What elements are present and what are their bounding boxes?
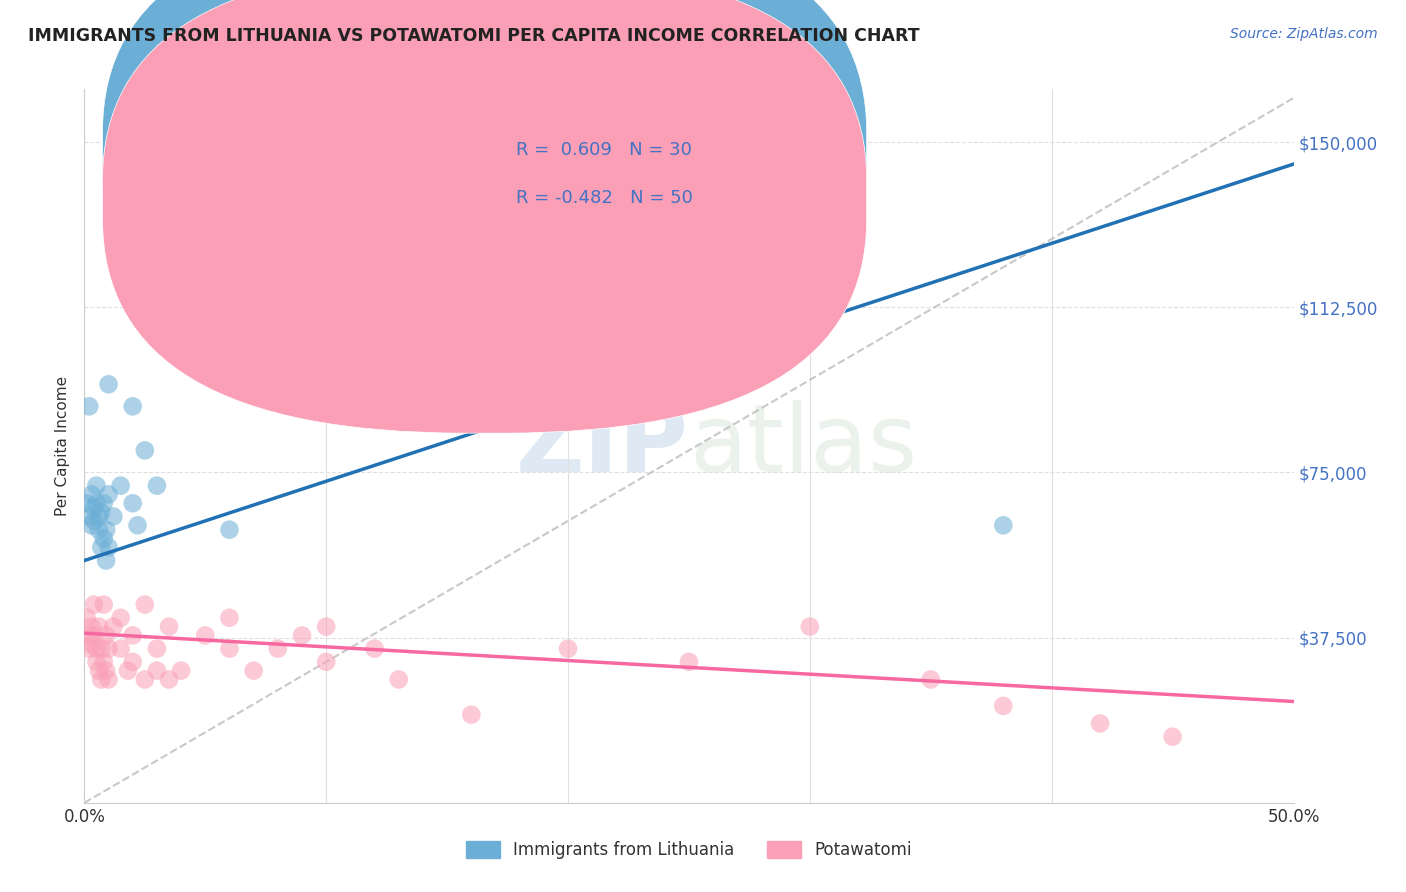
Point bbox=[799, 619, 821, 633]
Point bbox=[117, 664, 139, 678]
Point bbox=[94, 553, 117, 567]
Point bbox=[86, 655, 108, 669]
Point bbox=[134, 443, 156, 458]
Point bbox=[134, 598, 156, 612]
Point bbox=[146, 478, 169, 492]
Point bbox=[993, 698, 1015, 713]
Point bbox=[94, 664, 117, 678]
Point bbox=[87, 523, 110, 537]
Point bbox=[83, 598, 105, 612]
Point bbox=[315, 619, 337, 633]
Point bbox=[460, 707, 482, 722]
Text: R =  0.609   N = 30: R = 0.609 N = 30 bbox=[516, 141, 692, 159]
Point bbox=[94, 628, 117, 642]
Point bbox=[80, 619, 103, 633]
Point bbox=[97, 641, 120, 656]
Point bbox=[94, 523, 117, 537]
Point bbox=[363, 641, 385, 656]
Point bbox=[86, 641, 108, 656]
Point bbox=[77, 628, 100, 642]
Point bbox=[993, 518, 1015, 533]
Point bbox=[920, 673, 942, 687]
Point bbox=[146, 664, 169, 678]
Point bbox=[1161, 730, 1184, 744]
FancyBboxPatch shape bbox=[103, 0, 866, 434]
Point bbox=[121, 496, 143, 510]
Text: ZIP: ZIP bbox=[516, 400, 689, 492]
Point bbox=[267, 641, 290, 656]
Point bbox=[146, 641, 169, 656]
Point bbox=[97, 541, 120, 555]
Point bbox=[87, 509, 110, 524]
Y-axis label: Per Capita Income: Per Capita Income bbox=[55, 376, 70, 516]
Point bbox=[77, 641, 100, 656]
Point bbox=[83, 514, 105, 528]
Point bbox=[509, 267, 531, 281]
Point bbox=[87, 664, 110, 678]
Legend: Immigrants from Lithuania, Potawatomi: Immigrants from Lithuania, Potawatomi bbox=[460, 834, 918, 866]
Point bbox=[90, 505, 112, 519]
Point bbox=[1088, 716, 1111, 731]
Point bbox=[110, 611, 132, 625]
Point bbox=[90, 673, 112, 687]
Text: atlas: atlas bbox=[689, 400, 917, 492]
Point bbox=[97, 377, 120, 392]
Point bbox=[134, 673, 156, 687]
Point bbox=[103, 509, 125, 524]
Point bbox=[194, 628, 217, 642]
Point bbox=[76, 496, 98, 510]
Text: IMMIGRANTS FROM LITHUANIA VS POTAWATOMI PER CAPITA INCOME CORRELATION CHART: IMMIGRANTS FROM LITHUANIA VS POTAWATOMI … bbox=[28, 27, 920, 45]
Point bbox=[103, 619, 125, 633]
Point bbox=[76, 611, 98, 625]
Point bbox=[83, 628, 105, 642]
Point bbox=[170, 664, 193, 678]
Point bbox=[110, 478, 132, 492]
Point bbox=[80, 637, 103, 651]
Point bbox=[86, 496, 108, 510]
Point bbox=[110, 641, 132, 656]
FancyBboxPatch shape bbox=[103, 0, 866, 385]
Point bbox=[90, 641, 112, 656]
Text: Source: ZipAtlas.com: Source: ZipAtlas.com bbox=[1230, 27, 1378, 41]
Point bbox=[80, 518, 103, 533]
Point bbox=[83, 500, 105, 515]
Point bbox=[678, 655, 700, 669]
Point bbox=[97, 673, 120, 687]
Point bbox=[93, 532, 115, 546]
Point bbox=[218, 611, 240, 625]
Point bbox=[157, 673, 180, 687]
Point bbox=[90, 541, 112, 555]
Point bbox=[97, 487, 120, 501]
Point bbox=[291, 628, 314, 642]
Point bbox=[87, 619, 110, 633]
Point bbox=[557, 641, 579, 656]
Point bbox=[218, 523, 240, 537]
Point bbox=[157, 619, 180, 633]
Point bbox=[86, 478, 108, 492]
Point bbox=[242, 664, 264, 678]
Point bbox=[218, 641, 240, 656]
Point bbox=[315, 655, 337, 669]
Point bbox=[80, 487, 103, 501]
FancyBboxPatch shape bbox=[441, 103, 797, 239]
Point bbox=[127, 518, 149, 533]
Point bbox=[388, 673, 411, 687]
Point bbox=[77, 509, 100, 524]
Point bbox=[121, 400, 143, 414]
Point bbox=[121, 655, 143, 669]
Point bbox=[77, 400, 100, 414]
Text: R = -0.482   N = 50: R = -0.482 N = 50 bbox=[516, 189, 693, 207]
Point bbox=[93, 496, 115, 510]
Point bbox=[93, 598, 115, 612]
Point bbox=[93, 655, 115, 669]
Point bbox=[121, 628, 143, 642]
